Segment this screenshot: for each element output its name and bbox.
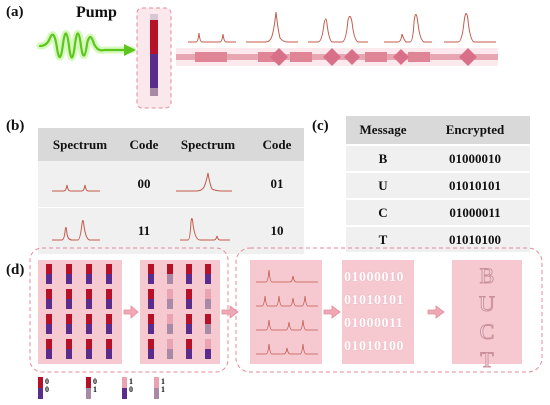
pump-label: Pump	[76, 4, 117, 21]
code-cell: 01	[250, 161, 304, 208]
decoded-letter: T	[480, 347, 494, 373]
panel-a-label: (a)	[6, 4, 24, 20]
binary-line: 01010100	[344, 339, 404, 354]
spectrum-cell	[166, 207, 250, 254]
panel-c-label: (c)	[312, 118, 329, 134]
waveguide	[176, 48, 498, 66]
bar-array-encoded	[148, 264, 211, 359]
spectrum-cell	[166, 161, 250, 208]
header-spectrum-1: Spectrum	[38, 128, 122, 161]
spectra-grid	[256, 269, 318, 355]
encrypted-cell: 01010101	[420, 171, 530, 199]
encrypted-cell: 01000010	[420, 144, 530, 172]
header-spectrum-2: Spectrum	[166, 128, 250, 161]
spectrum-code-table: Spectrum Code Spectrum Code 00 01 11 10	[38, 128, 304, 254]
code-cell: 00	[122, 161, 166, 208]
binary-output-panel: 01000010 01010101 01000011 01010100	[344, 266, 414, 358]
message-cell: B	[346, 144, 420, 172]
spectrum-cell	[38, 161, 122, 208]
decoded-letter: B	[479, 263, 495, 289]
message-cell: U	[346, 171, 420, 199]
binary-line: 01000010	[344, 270, 404, 285]
panel-d-label: (d)	[6, 262, 25, 278]
message-encryption-table: Message Encrypted B 01000010 U 01010101 …	[346, 116, 530, 252]
header-code-2: Code	[250, 128, 304, 161]
encrypted-cell: 01000011	[420, 198, 530, 226]
decoded-letter: U	[479, 291, 496, 317]
decoded-letter: C	[479, 319, 495, 345]
binary-line: 01010101	[344, 293, 404, 308]
code-legend-bars	[38, 377, 159, 399]
pump-wave-icon	[36, 30, 136, 61]
header-encrypted: Encrypted	[420, 116, 530, 145]
binary-line: 01000011	[344, 316, 404, 331]
message-cell: C	[346, 198, 420, 226]
bar-array-group-box	[29, 247, 229, 373]
header-message: Message	[346, 116, 420, 145]
panel-b-label: (b)	[6, 118, 25, 134]
decoded-letters-panel: B U C T	[452, 262, 522, 374]
spectrum-cell	[38, 207, 122, 254]
panel-d-illustration	[29, 247, 543, 399]
code-cell: 10	[250, 207, 304, 254]
code-cell: 11	[122, 207, 166, 254]
spectra-above	[188, 11, 496, 43]
panel-a-illustration	[36, 7, 498, 109]
flow-arrow-icon	[123, 305, 445, 319]
header-code-1: Code	[122, 128, 166, 161]
sample-bar	[150, 14, 158, 96]
bar-array-initial	[46, 264, 112, 359]
